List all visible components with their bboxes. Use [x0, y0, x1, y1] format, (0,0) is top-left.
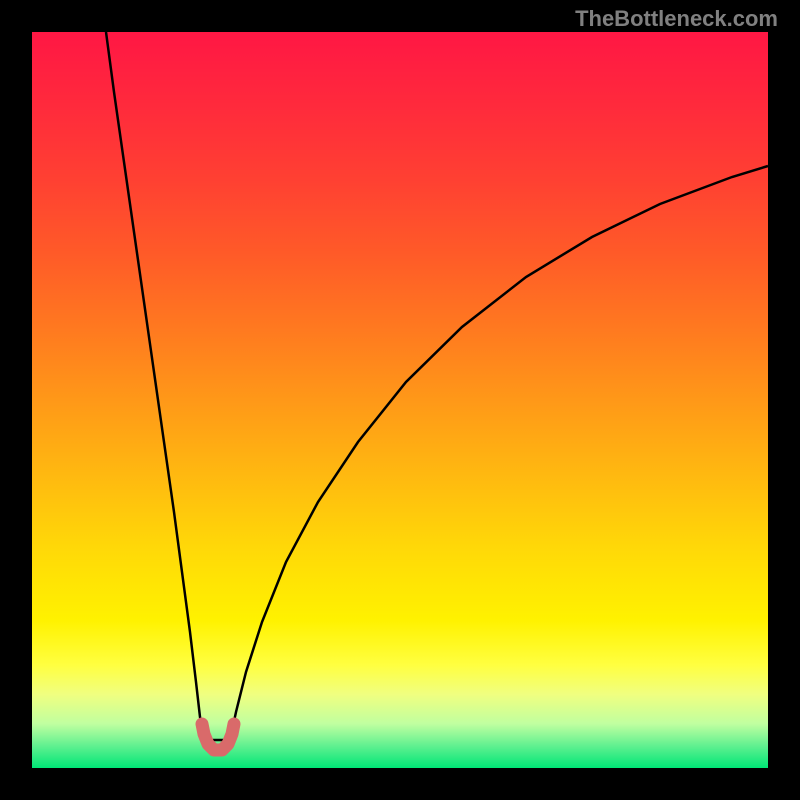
plot-area [32, 32, 768, 768]
chart-svg [0, 0, 800, 800]
watermark-text: TheBottleneck.com [575, 6, 778, 32]
chart-container: TheBottleneck.com [0, 0, 800, 800]
